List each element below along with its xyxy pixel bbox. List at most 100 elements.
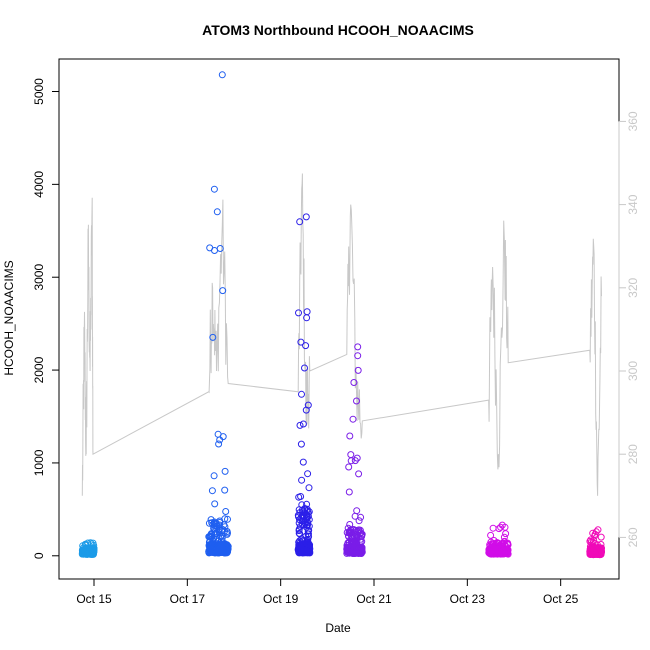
data-point <box>344 539 352 547</box>
data-point <box>224 515 231 523</box>
data-point <box>299 546 307 554</box>
data-point <box>87 539 94 547</box>
data-point <box>487 531 495 539</box>
data-point <box>349 415 357 423</box>
data-point <box>597 533 605 541</box>
y2-tick-label: 300 <box>626 361 640 381</box>
data-point <box>305 484 313 492</box>
plot-frame <box>58 58 620 580</box>
data-point <box>303 505 311 513</box>
data-point <box>222 508 230 515</box>
data-point <box>218 527 226 535</box>
data-point <box>346 521 354 528</box>
data-point <box>295 546 303 554</box>
data-point <box>211 500 219 508</box>
data-point <box>497 523 505 531</box>
data-point <box>345 463 353 471</box>
data-points-layer <box>78 71 605 559</box>
data-point <box>495 546 502 554</box>
y2-tick-label: 280 <box>626 444 640 464</box>
data-point <box>216 436 224 444</box>
data-point <box>297 440 305 448</box>
data-point <box>302 213 310 221</box>
data-point <box>596 548 604 556</box>
data-point <box>208 546 216 554</box>
data-point <box>592 528 600 536</box>
data-point <box>295 493 303 501</box>
x-tick-label: Oct 19 <box>263 592 299 606</box>
data-point <box>358 532 365 540</box>
data-point <box>305 540 313 548</box>
data-point <box>357 529 365 537</box>
data-point <box>301 364 308 372</box>
data-point <box>355 517 363 525</box>
data-point <box>354 366 362 374</box>
y2-tick-label: 340 <box>626 194 640 214</box>
data-point <box>215 440 223 448</box>
data-point <box>213 208 221 216</box>
axes-layer: 0 1000 2000 3000 4000 5000 Oct 15 Oct 17 Oct 19 O… <box>32 78 640 606</box>
data-point <box>304 470 312 478</box>
data-point <box>346 432 354 440</box>
data-point <box>490 546 497 554</box>
data-point <box>86 548 94 556</box>
data-point <box>295 527 303 535</box>
data-point <box>206 545 214 553</box>
data-point <box>299 508 307 516</box>
data-point <box>304 509 312 517</box>
data-point <box>345 488 353 496</box>
data-point <box>347 457 355 465</box>
data-point <box>295 309 302 317</box>
data-point <box>351 512 359 520</box>
data-point <box>210 544 218 552</box>
data-point <box>498 521 506 529</box>
data-point <box>587 544 595 552</box>
data-point <box>81 547 89 555</box>
data-point <box>348 538 356 546</box>
data-point <box>219 433 227 441</box>
data-point <box>206 537 214 545</box>
data-point <box>347 529 355 537</box>
data-point <box>357 513 365 521</box>
data-point <box>346 528 353 536</box>
data-point <box>353 507 361 515</box>
data-point <box>209 333 217 341</box>
data-point <box>353 397 360 405</box>
data-point <box>490 550 498 557</box>
data-point <box>303 308 311 316</box>
y-axis-label: HCOOH_NOAACIMS <box>2 260 16 375</box>
data-point <box>344 547 352 555</box>
data-point <box>498 545 506 553</box>
secondary-line-layer <box>81 173 602 496</box>
x-axis-label: Date <box>325 621 351 635</box>
x-tick-label: Oct 17 <box>170 592 206 606</box>
data-point <box>216 245 224 252</box>
data-point <box>221 486 229 494</box>
data-point <box>498 548 506 556</box>
data-point <box>299 458 307 466</box>
data-point <box>223 549 231 557</box>
data-point <box>350 379 358 386</box>
y-tick-label: 2000 <box>32 356 46 383</box>
data-point <box>344 544 352 551</box>
data-point <box>303 523 310 531</box>
data-point <box>296 537 304 545</box>
data-point <box>216 519 224 526</box>
data-point <box>297 338 305 346</box>
data-point <box>295 519 303 527</box>
data-point <box>296 218 304 226</box>
data-point <box>295 529 303 537</box>
data-point <box>596 544 604 552</box>
data-point <box>299 513 307 521</box>
data-point <box>594 526 602 534</box>
data-point <box>302 342 310 350</box>
y-tick-label: 3000 <box>32 264 46 291</box>
data-point <box>223 547 231 555</box>
data-point <box>304 518 312 526</box>
y-tick-label: 1000 <box>32 449 46 476</box>
data-point <box>210 472 218 480</box>
data-point <box>206 244 214 252</box>
data-point <box>357 545 365 553</box>
y2-tick-label: 360 <box>626 111 640 131</box>
